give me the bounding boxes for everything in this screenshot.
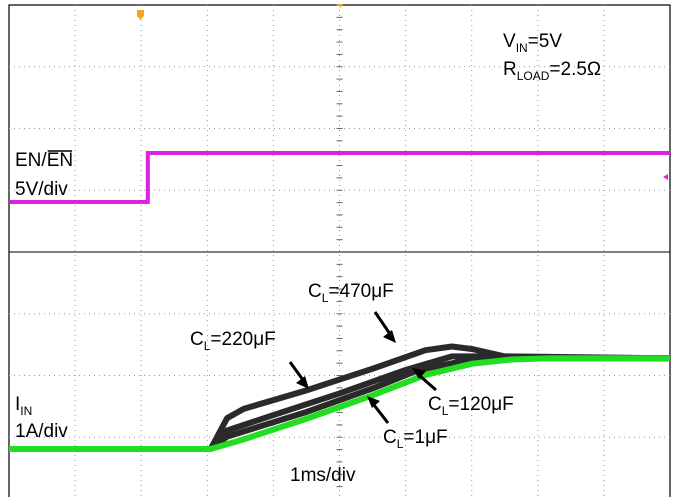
arrow-470 bbox=[373, 311, 396, 343]
iin-traces bbox=[9, 343, 671, 452]
arrow-220 bbox=[288, 361, 309, 389]
iin-scale-label: 1A/div bbox=[15, 421, 68, 442]
en-channel-label: EN/EN bbox=[15, 150, 73, 171]
cl-1-label: CL=1μF bbox=[383, 427, 448, 451]
en-scale-label: 5V/div bbox=[15, 179, 68, 200]
graticule bbox=[9, 4, 670, 497]
series-3-trace bbox=[9, 343, 671, 452]
series-0-trace bbox=[9, 355, 670, 452]
trigger-top-icon bbox=[338, 4, 343, 8]
cl-120-label: CL=120μF bbox=[428, 394, 514, 418]
cl-470-label: CL=470μF bbox=[308, 281, 394, 305]
rload-annotation: RLOAD=2.5Ω bbox=[503, 59, 601, 83]
en-trace bbox=[9, 151, 670, 204]
x-scale-label: 1ms/div bbox=[290, 465, 356, 486]
iin-channel-label: IIN bbox=[15, 394, 32, 418]
trigger-marker-icon bbox=[137, 10, 144, 20]
arrow-1 bbox=[367, 396, 390, 424]
channel-level-icon bbox=[663, 174, 668, 180]
cl-220-label: CL=220μF bbox=[190, 329, 276, 353]
vin-annotation: VIN=5V bbox=[503, 31, 562, 55]
arrow-120 bbox=[412, 368, 437, 392]
